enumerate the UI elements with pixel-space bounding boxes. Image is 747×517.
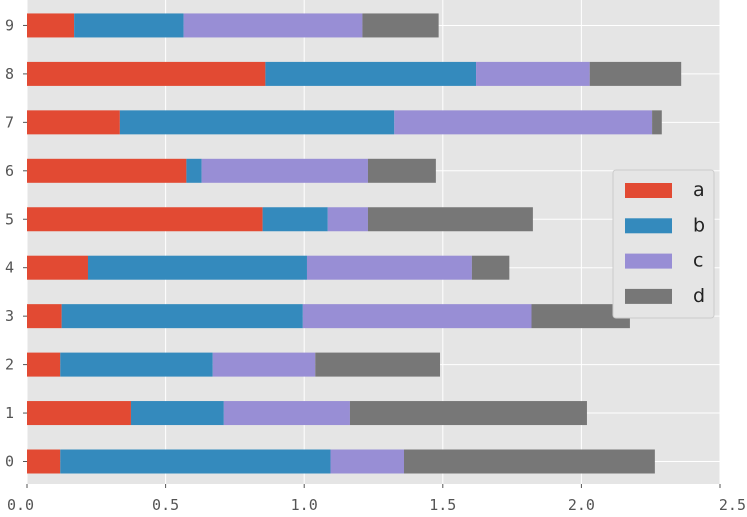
bar-segment-d: [471, 255, 510, 280]
legend-label-a: a: [693, 179, 705, 201]
bar-segment-a: [27, 255, 88, 280]
bar-segment-a: [27, 61, 266, 86]
bar-segment-a: [27, 352, 61, 377]
y-tick-label: 4: [5, 259, 14, 277]
bar-segment-d: [349, 401, 587, 426]
bar-segment-c: [201, 158, 368, 183]
x-tick-label: 0.5: [152, 496, 179, 514]
legend-swatch-d: [625, 288, 672, 304]
bar-segment-c: [330, 449, 404, 474]
bar-segment-d: [367, 207, 533, 232]
bar-segment-a: [27, 401, 131, 426]
bar-segment-c: [183, 13, 363, 38]
bar-segment-b: [262, 207, 328, 232]
y-tick-label: 1: [5, 404, 14, 422]
bar-segment-a: [27, 304, 62, 329]
bar-segment-a: [27, 449, 61, 474]
bar-segment-c: [302, 304, 532, 329]
bar-segment-d: [652, 110, 662, 135]
bar-segment-c: [223, 401, 350, 426]
x-tick-label: 0.0: [7, 496, 34, 514]
x-tick-label: 2.0: [568, 496, 595, 514]
bar-segment-c: [327, 207, 368, 232]
bar-segment-b: [61, 304, 303, 329]
bars: [27, 13, 682, 474]
bar-segment-b: [119, 110, 395, 135]
y-tick-label: 9: [5, 16, 14, 34]
y-axis: 0 1 2 3 4 5 6 7 8 9: [5, 16, 27, 471]
bar-segment-c: [476, 61, 590, 86]
x-tick-label: 1.0: [291, 496, 318, 514]
y-tick-label: 5: [5, 210, 14, 228]
y-tick-label: 3: [5, 307, 14, 325]
legend-box: [612, 169, 715, 319]
bar-segment-b: [87, 255, 307, 280]
x-tick-label: 2.5: [719, 496, 746, 514]
bar-segment-a: [27, 158, 187, 183]
bar-segment-b: [186, 158, 202, 183]
y-tick-label: 2: [5, 356, 14, 374]
y-tick-label: 6: [5, 162, 14, 180]
bar-segment-b: [60, 352, 213, 377]
bar-segment-d: [362, 13, 439, 38]
bar-segment-d: [403, 449, 655, 474]
bar-segment-d: [315, 352, 441, 377]
bar-segment-c: [212, 352, 316, 377]
bar-segment-c: [394, 110, 653, 135]
legend-label-d: d: [693, 285, 705, 307]
bar-segment-c: [306, 255, 472, 280]
bar-segment-a: [27, 207, 263, 232]
legend-swatch-b: [625, 218, 672, 234]
x-tick-label: 1.5: [429, 496, 456, 514]
bar-segment-a: [27, 13, 75, 38]
y-tick-label: 8: [5, 65, 14, 83]
legend-label-b: b: [693, 214, 705, 236]
legend-swatch-c: [625, 253, 672, 269]
y-tick-label: 7: [5, 113, 14, 131]
bar-segment-d: [589, 61, 682, 86]
y-tick-label: 0: [5, 453, 14, 471]
bar-segment-b: [130, 401, 224, 426]
legend-swatch-a: [625, 183, 672, 198]
legend-label-c: c: [693, 250, 703, 272]
bar-segment-b: [60, 449, 331, 474]
x-axis: 0.0 0.5 1.0 1.5 2.0 2.5: [7, 484, 746, 514]
bar-segment-b: [265, 61, 477, 86]
bar-segment-d: [367, 158, 436, 183]
bar-segment-a: [27, 110, 120, 135]
bar-segment-b: [74, 13, 184, 38]
